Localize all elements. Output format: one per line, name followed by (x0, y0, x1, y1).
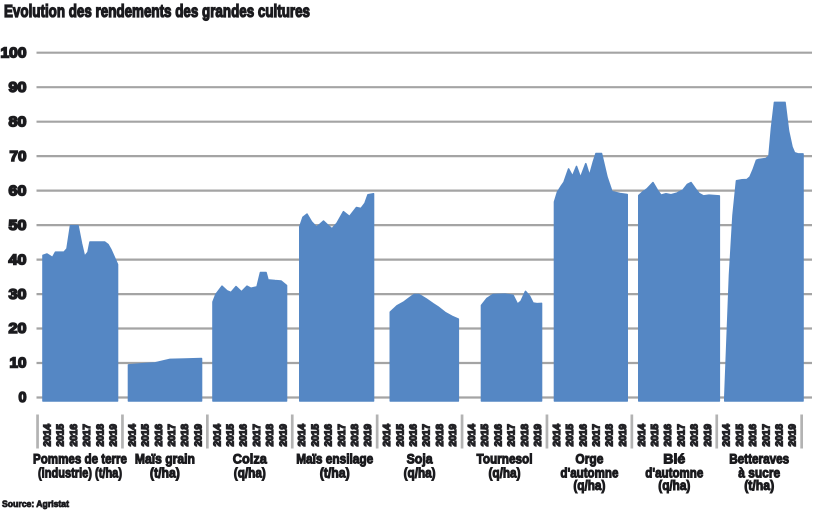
svg-text:2014: 2014 (551, 424, 563, 447)
svg-text:à sucre: à sucre (738, 464, 780, 480)
svg-text:2018: 2018 (94, 424, 106, 447)
svg-text:2014: 2014 (636, 424, 648, 447)
svg-text:Colza: Colza (233, 451, 267, 467)
svg-text:2018: 2018 (349, 424, 361, 447)
svg-text:70: 70 (10, 148, 27, 165)
svg-text:2014: 2014 (381, 424, 393, 447)
svg-text:2016: 2016 (662, 424, 674, 447)
svg-text:20: 20 (9, 320, 27, 337)
svg-text:Maïs ensilage: Maïs ensilage (296, 451, 373, 467)
svg-text:(q/ha): (q/ha) (489, 464, 521, 480)
svg-text:2019: 2019 (362, 424, 374, 447)
svg-text:50: 50 (9, 217, 27, 234)
svg-text:2019: 2019 (108, 424, 120, 447)
svg-text:2017: 2017 (675, 424, 687, 447)
svg-text:2014: 2014 (42, 424, 54, 447)
svg-text:Tournesol: Tournesol (477, 451, 533, 467)
svg-text:60: 60 (9, 182, 27, 199)
svg-text:2018: 2018 (519, 424, 531, 447)
svg-text:2017: 2017 (760, 424, 772, 447)
svg-text:2019: 2019 (192, 424, 204, 447)
svg-text:(q/ha): (q/ha) (658, 477, 690, 493)
svg-text:2016: 2016 (238, 424, 250, 447)
svg-text:2015: 2015 (140, 424, 152, 447)
svg-text:2018: 2018 (179, 424, 191, 447)
svg-text:2019: 2019 (787, 424, 799, 447)
svg-text:80: 80 (9, 113, 27, 130)
svg-text:2015: 2015 (649, 424, 661, 447)
svg-text:2016: 2016 (577, 424, 589, 447)
svg-text:2019: 2019 (702, 424, 714, 447)
svg-text:2019: 2019 (447, 424, 459, 447)
svg-text:(t/ha): (t/ha) (744, 477, 774, 493)
svg-text:2018: 2018 (604, 424, 616, 447)
svg-text:2018: 2018 (434, 424, 446, 447)
svg-text:Soja: Soja (407, 451, 433, 467)
svg-text:Maïs grain: Maïs grain (135, 451, 195, 467)
svg-text:90: 90 (9, 79, 27, 96)
svg-text:2016: 2016 (492, 424, 504, 447)
svg-text:2015: 2015 (734, 424, 746, 447)
svg-text:2017: 2017 (251, 424, 263, 447)
svg-text:(q/ha): (q/ha) (234, 464, 266, 480)
svg-text:2014: 2014 (296, 424, 308, 447)
svg-text:Blé: Blé (663, 451, 685, 467)
svg-text:2017: 2017 (506, 424, 518, 447)
svg-text:(t/ha): (t/ha) (320, 464, 350, 480)
svg-text:2016: 2016 (68, 424, 80, 447)
svg-text:2014: 2014 (211, 424, 223, 447)
svg-text:0: 0 (19, 389, 27, 406)
svg-text:2014: 2014 (466, 424, 478, 447)
svg-text:2015: 2015 (225, 424, 237, 447)
svg-text:2018: 2018 (689, 424, 701, 447)
svg-text:(q/ha): (q/ha) (573, 477, 605, 493)
svg-text:30: 30 (9, 286, 27, 303)
svg-text:(t/ha): (t/ha) (150, 464, 180, 480)
svg-text:100: 100 (1, 44, 27, 61)
svg-text:2015: 2015 (394, 424, 406, 447)
svg-text:2015: 2015 (309, 424, 321, 447)
svg-text:Evolution des rendements des g: Evolution des rendements des grandes cul… (4, 1, 310, 21)
svg-text:2017: 2017 (166, 424, 178, 447)
svg-text:2019: 2019 (532, 424, 544, 447)
svg-text:10: 10 (10, 355, 27, 372)
svg-text:2014: 2014 (721, 424, 733, 447)
svg-text:2016: 2016 (747, 424, 759, 447)
svg-text:2019: 2019 (617, 424, 629, 447)
svg-text:2017: 2017 (591, 424, 603, 447)
svg-text:2015: 2015 (564, 424, 576, 447)
svg-text:Orge: Orge (575, 451, 603, 467)
svg-text:2017: 2017 (421, 424, 433, 447)
svg-text:2017: 2017 (81, 424, 93, 447)
svg-text:40: 40 (9, 251, 27, 268)
svg-text:Betteraves: Betteraves (729, 451, 789, 467)
svg-text:2018: 2018 (264, 424, 276, 447)
svg-text:2015: 2015 (479, 424, 491, 447)
svg-text:2019: 2019 (277, 424, 289, 447)
svg-text:2016: 2016 (408, 424, 420, 447)
svg-text:2017: 2017 (336, 424, 348, 447)
svg-text:2016: 2016 (323, 424, 335, 447)
svg-text:2014: 2014 (126, 424, 138, 447)
svg-text:2018: 2018 (774, 424, 786, 447)
svg-text:d'automne: d'automne (645, 464, 703, 480)
svg-text:Source: Agristat: Source: Agristat (2, 499, 69, 509)
svg-text:2016: 2016 (153, 424, 165, 447)
svg-text:d'automne: d'automne (560, 464, 618, 480)
svg-text:(industrie) (t/ha): (industrie) (t/ha) (38, 464, 122, 480)
svg-text:Pommes de terre: Pommes de terre (33, 451, 127, 467)
svg-text:(q/ha): (q/ha) (404, 464, 436, 480)
svg-text:2015: 2015 (55, 424, 67, 447)
